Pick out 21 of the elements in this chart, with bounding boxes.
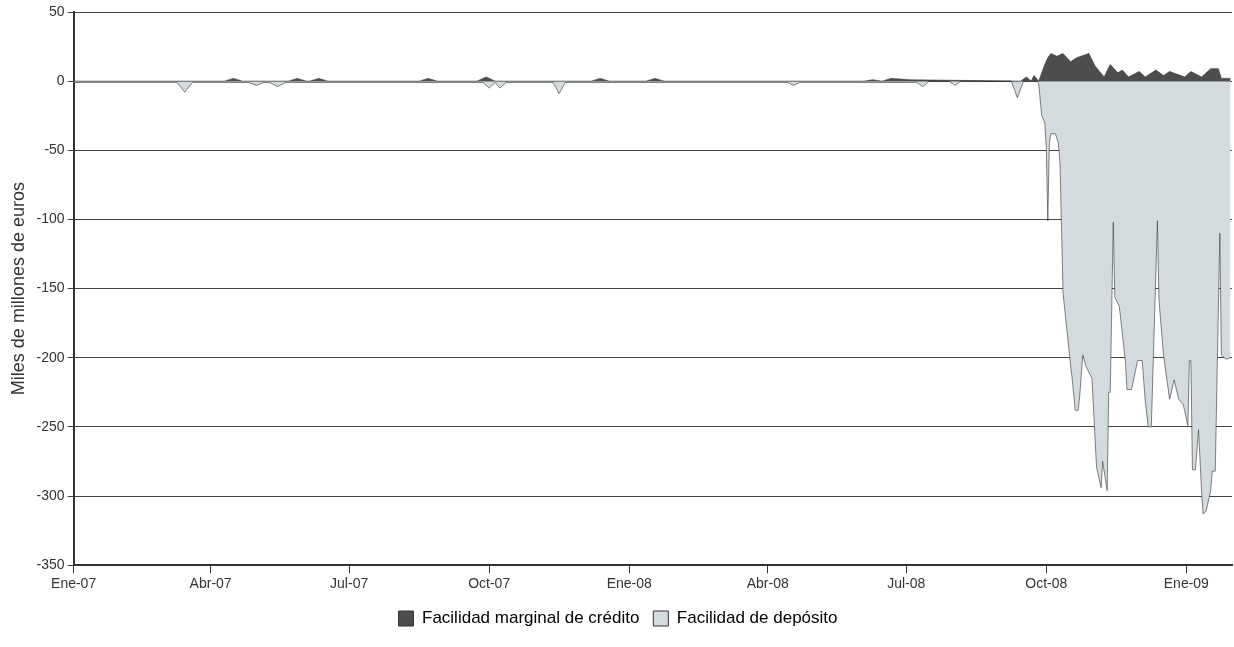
y-tick-label: -50 bbox=[44, 141, 65, 158]
y-tick-label: -100 bbox=[36, 210, 65, 227]
y-tick-label: 50 bbox=[49, 2, 65, 19]
x-tick-label: Oct-07 bbox=[468, 575, 511, 592]
y-tick-label: -300 bbox=[36, 486, 65, 503]
x-tick-label: Ene-07 bbox=[51, 575, 97, 592]
y-tick-label: -150 bbox=[36, 279, 65, 296]
legend-label: Facilidad de depósito bbox=[676, 608, 838, 628]
x-tick-label: Oct-08 bbox=[1025, 575, 1068, 592]
x-tick-label: Jul-07 bbox=[330, 575, 369, 592]
y-axis-title: Miles de millones de euros bbox=[7, 182, 28, 396]
y-tick-label: 0 bbox=[56, 72, 65, 89]
legend-label: Facilidad marginal de crédito bbox=[422, 608, 640, 628]
y-tick-label: -200 bbox=[36, 348, 65, 365]
x-tick-label: Abr-08 bbox=[746, 575, 789, 592]
x-tick-label: Ene-08 bbox=[606, 575, 652, 592]
x-tick-label: Jul-08 bbox=[887, 575, 926, 592]
x-tick-label: Ene-09 bbox=[1163, 575, 1210, 592]
y-tick-label: -250 bbox=[36, 417, 65, 434]
x-tick-label: Abr-07 bbox=[189, 575, 232, 592]
y-tick-label: -350 bbox=[36, 556, 65, 573]
